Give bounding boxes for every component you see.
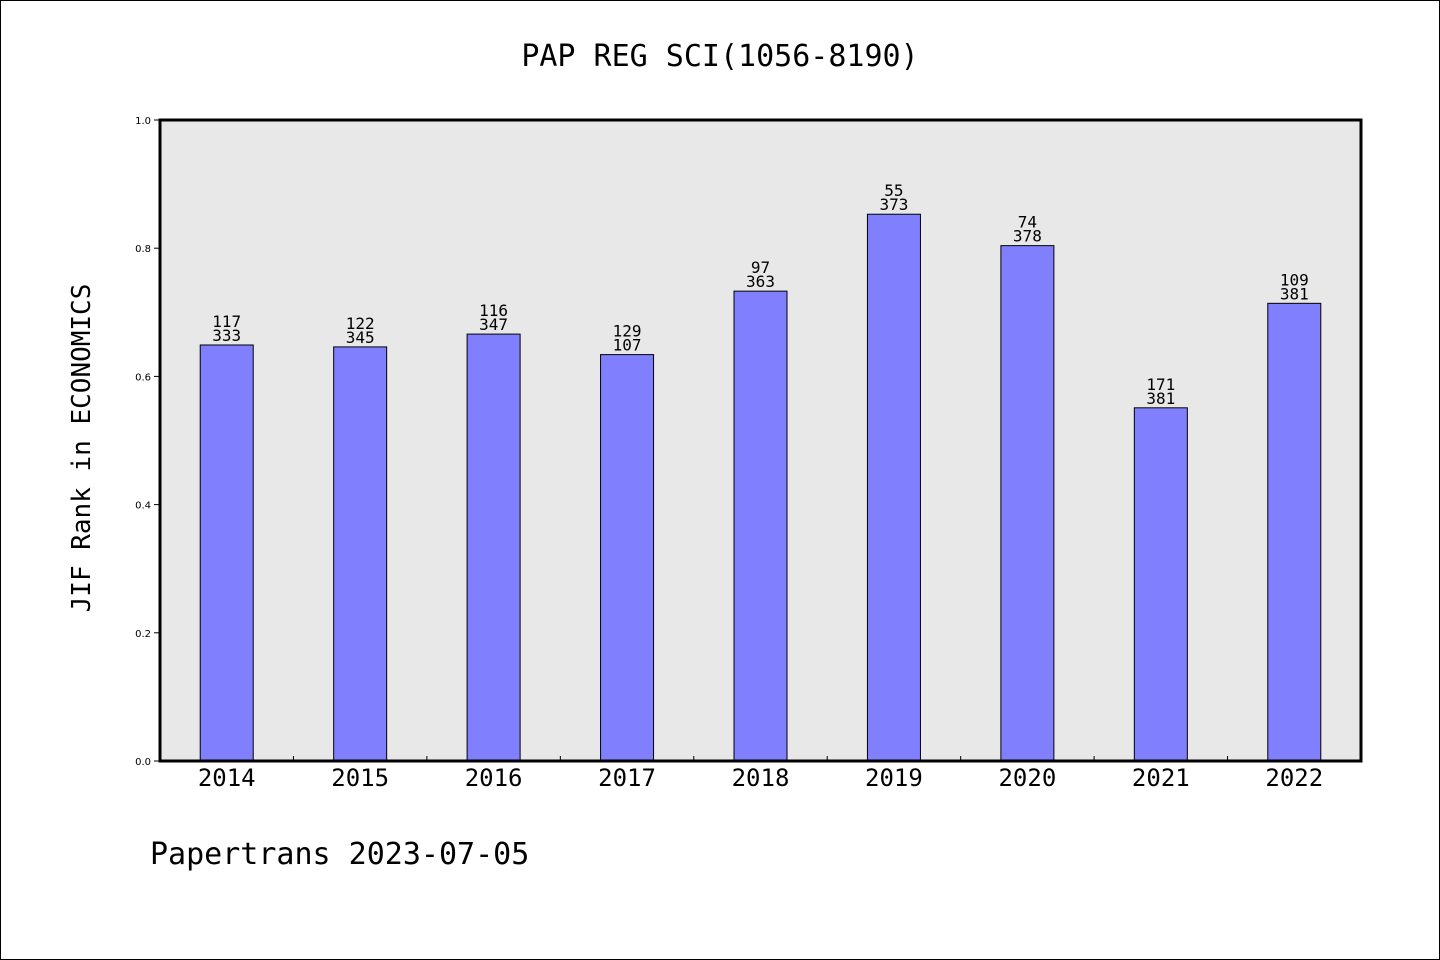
- x-tick-label-2020: 2020: [998, 764, 1056, 792]
- bar-2014: [199, 344, 254, 762]
- y-tick-label: 0.6: [135, 372, 151, 383]
- x-tick-label-2017: 2017: [598, 764, 656, 792]
- bar-2017: [600, 354, 655, 762]
- data-label-bottom-2016: 347: [479, 315, 508, 334]
- y-axis-label: JIF Rank in ECONOMICS: [67, 284, 97, 613]
- data-label-top-2015: 122: [346, 314, 375, 333]
- data-label-top-2022: 109: [1280, 270, 1309, 289]
- y-axis: 0.0 0.2 0.4 0.6 0.8 1.0: [135, 116, 160, 768]
- bars-layer: [199, 213, 1322, 762]
- x-tick-label-2015: 2015: [331, 764, 389, 792]
- chart-title: PAP REG SCI(1056-8190): [521, 39, 918, 74]
- data-label-top-2014: 117: [212, 312, 241, 331]
- data-label-bottom-2015: 345: [346, 328, 375, 347]
- x-axis: 2014 2015 2016 2017 2018 2019 2020 2021 2022: [198, 756, 1323, 792]
- data-label-top-2018: 97: [751, 258, 770, 277]
- y-tick-label: 0.4: [135, 501, 151, 512]
- data-label-bottom-2019: 373: [879, 195, 908, 214]
- footer-stamp: Papertrans 2023-07-05: [150, 837, 529, 872]
- data-label-top-2020: 74: [1018, 213, 1037, 232]
- bar-2018: [733, 290, 788, 762]
- data-label-bottom-2021: 381: [1146, 389, 1175, 408]
- bar-2016: [466, 333, 521, 762]
- bar-2020: [1000, 245, 1055, 762]
- data-label-top-2017: 129: [613, 322, 642, 341]
- y-tick-label: 0.0: [135, 757, 151, 768]
- y-tick-label: 0.8: [135, 244, 151, 255]
- data-label-bottom-2017: 107: [613, 336, 642, 355]
- data-label-top-2021: 171: [1146, 375, 1175, 394]
- bar-2019: [866, 213, 921, 762]
- x-tick-label-2021: 2021: [1132, 764, 1190, 792]
- data-label-top-2019: 55: [884, 181, 903, 200]
- bar-2015: [333, 346, 388, 762]
- x-tick-label-2019: 2019: [865, 764, 923, 792]
- y-tick-label: 1.0: [135, 116, 151, 127]
- data-label-top-2016: 116: [479, 301, 508, 320]
- data-label-bottom-2018: 363: [746, 272, 775, 291]
- data-label-bottom-2014: 333: [212, 326, 241, 345]
- x-tick-label-2018: 2018: [732, 764, 790, 792]
- x-tick-label-2016: 2016: [465, 764, 523, 792]
- y-tick-label: 0.2: [135, 629, 151, 640]
- x-tick-label-2014: 2014: [198, 764, 256, 792]
- bar-2022: [1267, 302, 1322, 762]
- bar-2021: [1133, 407, 1188, 762]
- data-label-bottom-2022: 381: [1280, 284, 1309, 303]
- plot-border: [158, 118, 1363, 763]
- x-tick-label-2022: 2022: [1265, 764, 1323, 792]
- data-label-bottom-2020: 378: [1013, 227, 1042, 246]
